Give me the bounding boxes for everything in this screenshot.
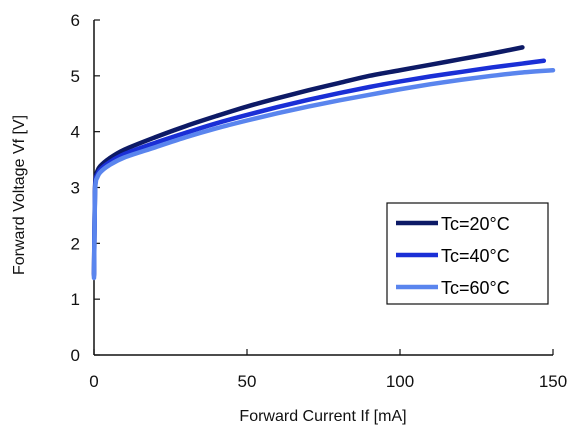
y-tick-label: 6 [71,11,80,30]
series-lines [91,45,556,281]
y-tick-label: 3 [71,179,80,198]
y-tick-label: 5 [71,67,80,86]
y-tick-label: 0 [71,346,80,365]
x-tick-label: 50 [238,372,257,391]
y-tick-label: 1 [71,290,80,309]
legend-label-2: Tc=40°C [441,246,510,266]
y-tick-label: 4 [71,123,80,142]
legend: Tc=20°C Tc=40°C Tc=60°C [386,202,549,305]
y-ticks: 0 1 2 3 4 5 6 [71,11,100,365]
y-tick-label: 2 [71,234,80,253]
series-line-3 [91,68,556,281]
x-tick-label: 0 [89,372,98,391]
x-tick-label: 150 [539,372,567,391]
y-axis-title: Forward Voltage Vf [V] [11,115,28,275]
x-tick-label: 100 [386,372,414,391]
legend-label-3: Tc=60°C [441,278,510,298]
x-ticks: 0 50 100 150 [89,349,567,391]
legend-label-1: Tc=20°C [441,214,510,234]
x-axis-title: Forward Current If [mA] [239,408,406,425]
